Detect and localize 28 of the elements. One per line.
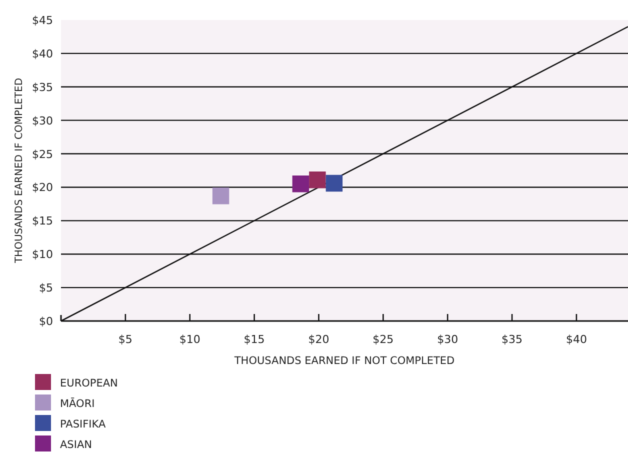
y-axis-title: THOUSANDS EARNED IF COMPLETED	[14, 78, 25, 264]
y-tick-label: $0	[39, 315, 53, 328]
point	[212, 188, 230, 204]
x-tick-label: $10	[179, 333, 200, 346]
y-tick-label: $10	[32, 248, 53, 262]
y-tick-label: $5	[39, 282, 53, 295]
point	[309, 171, 326, 188]
y-tick-label: $45	[32, 14, 53, 27]
y-tick-label: $15	[32, 214, 53, 228]
legend-label: PASIFIKA	[60, 418, 106, 430]
x-tick-label: $20	[308, 333, 330, 346]
x-axis-title: THOUSANDS EARNED IF NOT COMPLETED	[233, 355, 455, 367]
y-tick-label: $35	[32, 80, 53, 94]
y-tick-label: $20	[32, 181, 53, 194]
x-tick-label: $35	[502, 333, 523, 346]
y-tick-label: $40	[32, 47, 53, 60]
x-tick-label: $15	[244, 333, 265, 346]
legend-label: EUROPEAN	[60, 378, 118, 390]
x-tick-label: $40	[566, 333, 587, 346]
point	[326, 174, 343, 192]
point	[292, 176, 310, 192]
x-tick-label: $5	[118, 333, 132, 346]
y-tick-label: $25	[32, 148, 53, 161]
legend-label: ASIAN	[60, 439, 92, 451]
x-tick-label: $30	[437, 333, 458, 346]
x-tick-label: $25	[372, 333, 394, 346]
legend-label: MĀORI	[60, 397, 95, 410]
y-tick-label: $30	[32, 114, 53, 128]
